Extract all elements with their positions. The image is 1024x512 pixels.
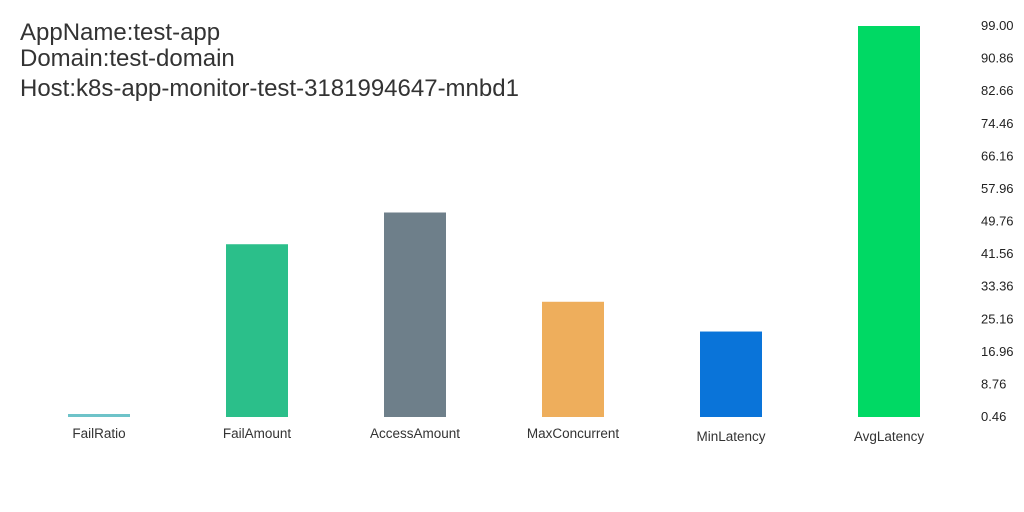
bar-failratio [68, 414, 130, 417]
bar-maxconcurrent [542, 301, 604, 417]
y-tick-label: 90.86 [981, 51, 1014, 66]
y-tick-label: 49.76 [981, 214, 1014, 229]
bar-avglatency [858, 26, 920, 417]
bar-minlatency [700, 331, 762, 417]
category-label-failratio: FailRatio [72, 426, 125, 441]
y-tick-label: 8.76 [981, 376, 1006, 391]
bar-failamount [226, 244, 288, 417]
y-tick-label: 74.46 [981, 116, 1014, 131]
y-tick-label: 33.36 [981, 279, 1014, 294]
category-label-accessamount: AccessAmount [370, 426, 460, 441]
y-tick-label: 99.00 [981, 18, 1014, 33]
bars-group [68, 26, 920, 417]
y-tick-label: 57.96 [981, 181, 1014, 196]
category-label-failamount: FailAmount [223, 426, 292, 441]
y-tick-label: 82.66 [981, 83, 1014, 98]
y-tick-label: 16.96 [981, 344, 1014, 359]
category-labels-group: FailRatio FailAmount AccessAmount MaxConcur… [72, 426, 924, 444]
y-tick-label: 0.46 [981, 409, 1006, 424]
category-label-avglatency: AvgLatency [854, 429, 925, 444]
bar-accessamount [384, 212, 446, 417]
y-tick-label: 25.16 [981, 311, 1014, 326]
category-label-minlatency: MinLatency [696, 429, 765, 444]
y-tick-label: 66.16 [981, 148, 1014, 163]
domain-label: Domain:test-domain [20, 45, 235, 72]
y-tick-label: 41.56 [981, 246, 1014, 261]
chart-header: AppName:test-app Domain:test-domain Host… [20, 20, 519, 102]
app-name-label: AppName:test-app [20, 19, 221, 46]
category-label-maxconcurrent: MaxConcurrent [527, 426, 620, 441]
host-label: Host:k8s-app-monitor-test-3181994647-mnb… [20, 75, 519, 102]
y-axis-ticks-group: 99.00 90.86 82.66 74.46 66.16 57.96 49.76 41.56… [981, 18, 1014, 424]
